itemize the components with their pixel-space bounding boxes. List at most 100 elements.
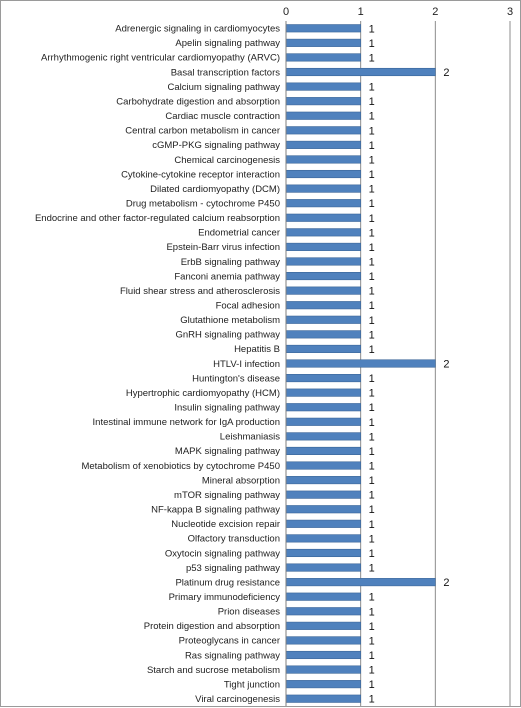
category-label: Basal transcription factors [171,67,281,78]
category-label: Carbohydrate digestion and absorption [116,96,280,107]
data-label: 1 [369,461,375,473]
category-label: p53 signaling pathway [186,563,280,574]
bar [285,82,361,91]
category-label: Starch and sucrose metabolism [147,665,280,676]
data-label: 1 [369,621,375,633]
bar [285,111,361,120]
category-label: Protein digestion and absorption [144,621,280,632]
category-label: Tight junction [224,679,280,690]
bar [285,650,361,660]
bar [285,505,361,514]
category-label: Intestinal immune network for IgA produc… [93,417,280,428]
category-label: Focal adhesion [216,301,280,312]
data-label: 1 [369,242,375,254]
category-label: Hepatitis B [234,344,280,355]
category-label: HTLV-I infection [213,359,280,370]
data-label: 1 [369,154,375,166]
data-label: 1 [369,82,375,94]
category-label: Endometrial cancer [198,228,280,239]
category-label: Drug metabolism - cytochrome P450 [126,198,280,209]
bar [285,534,361,543]
data-label: 1 [369,563,375,575]
bar [285,53,361,62]
category-label: Apelin signaling pathway [175,38,280,49]
data-label: 1 [369,271,375,283]
bar [285,519,361,528]
data-label: 1 [369,52,375,64]
data-label: 1 [369,373,375,385]
data-label: 1 [369,402,375,414]
bar [285,607,361,616]
bar [285,694,361,703]
category-label: Arrhythmogenic right ventricular cardiom… [41,53,280,64]
data-label: 2 [443,359,449,371]
data-label: 1 [369,417,375,429]
bar [285,257,361,266]
category-label: Proteoglycans in cancer [179,636,280,647]
data-label: 1 [369,548,375,560]
bar [285,228,361,237]
data-label: 1 [369,125,375,137]
bar [285,330,361,339]
category-label: Ras signaling pathway [185,650,280,661]
category-label: Fanconi anemia pathway [174,271,280,282]
data-label: 1 [369,694,375,706]
category-label: Endocrine and other factor-regulated cal… [35,213,280,224]
data-label: 1 [369,315,375,327]
data-label: 1 [369,213,375,225]
category-label: GnRH signaling pathway [175,330,280,341]
category-label: Cardiac muscle contraction [165,111,280,122]
data-label: 1 [369,388,375,400]
bar [285,621,361,630]
bar [285,563,361,572]
data-label: 1 [369,140,375,152]
bar [285,403,361,412]
data-label: 1 [369,650,375,662]
category-label: Epstein-Barr virus infection [166,242,280,253]
bar [285,199,361,208]
x-tick-label: 2 [432,6,438,18]
x-tick-label: 1 [358,6,364,18]
data-label: 1 [369,256,375,268]
bar [285,446,361,455]
bar [285,374,361,383]
category-label: Cytokine-cytokine receptor interaction [121,169,280,180]
data-label: 2 [443,67,449,79]
data-label: 1 [369,635,375,647]
category-label: ErbB signaling pathway [181,257,281,268]
bar [285,417,361,426]
category-label: Calcium signaling pathway [168,82,281,93]
category-label: Hypertrophic cardiomyopathy (HCM) [126,388,280,399]
bar [285,155,361,164]
category-label: Mineral absorption [202,475,280,486]
data-label: 2 [443,577,449,589]
bar [285,242,361,251]
data-label: 1 [369,344,375,356]
data-label: 1 [369,592,375,604]
category-label: Chemical carcinogenesis [174,155,280,166]
data-label: 1 [369,679,375,691]
category-label: Metabolism of xenobiotics by cytochrome … [81,461,280,472]
category-label: Primary immunodeficiency [169,592,281,603]
category-label: Nucleotide excision repair [171,519,280,530]
category-label: cGMP-PKG signaling pathway [152,140,280,151]
bar [285,548,361,558]
category-label: Huntington's disease [192,373,280,384]
bar [285,359,436,368]
data-label: 1 [369,198,375,210]
data-label: 1 [369,23,375,35]
category-label: Insulin signaling pathway [174,403,280,414]
category-label: MAPK signaling pathway [175,446,280,457]
data-label: 1 [369,446,375,458]
category-label: Oxytocin signaling pathway [165,548,280,559]
data-label: 1 [369,300,375,312]
data-label: 1 [369,286,375,298]
category-label: Dilated cardiomyopathy (DCM) [150,184,280,195]
bar [285,388,361,397]
category-label: Prion diseases [218,607,281,618]
data-label: 1 [369,111,375,123]
category-label: Platinum drug resistance [175,577,280,588]
bar [285,286,361,295]
